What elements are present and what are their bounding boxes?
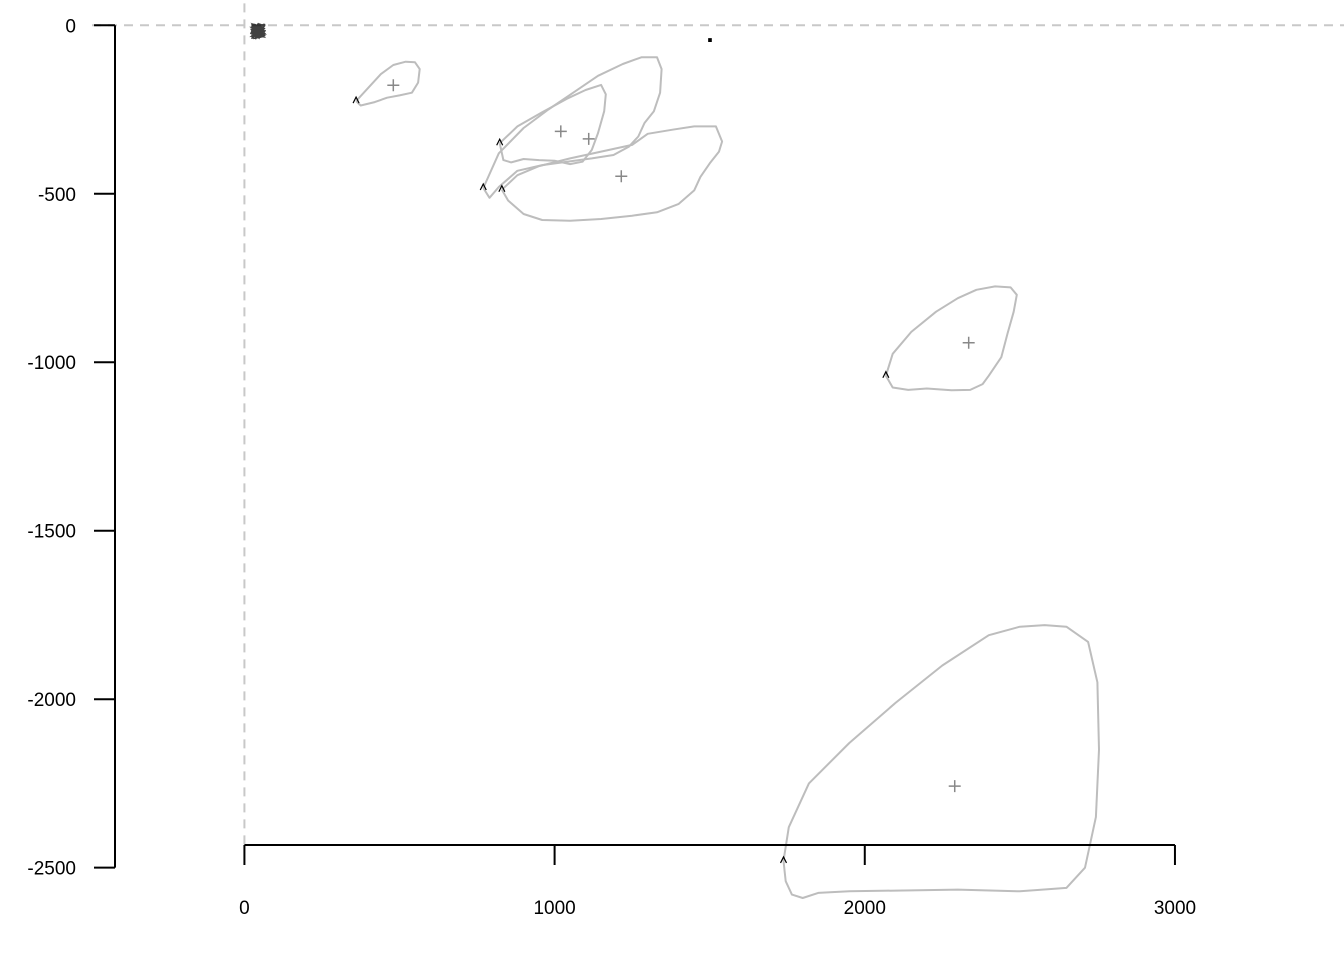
start-marker-2: [496, 137, 504, 146]
center-marker-3: [582, 132, 595, 145]
y-tick-label: -2000: [27, 690, 76, 711]
origin-cluster-path: [249, 22, 267, 41]
center-marker-5: [962, 336, 975, 349]
y-tick-label: 0: [65, 16, 76, 37]
trajectory-1: [355, 60, 421, 107]
y-tick-label: -1000: [27, 353, 76, 374]
center-marker-2: [554, 125, 567, 138]
origin-cluster: [249, 22, 267, 41]
x-axis: 0 1000 2000 3000: [239, 844, 1196, 919]
trajectory-3: [482, 56, 663, 199]
start-marker-1: [352, 95, 360, 104]
y-tick-label: -2500: [27, 859, 76, 880]
center-marker-4: [615, 170, 628, 183]
trajectory-4: [501, 125, 724, 222]
reference-lines: [92, 3, 1344, 850]
x-tick-label: 1000: [533, 898, 575, 919]
trajectory-6: [782, 624, 1100, 899]
trajectory-5: [884, 285, 1018, 392]
start-marker-5: [882, 370, 890, 378]
center-marker-1: [387, 79, 400, 92]
x-tick-label: 0: [239, 898, 250, 919]
start-marker-3: [479, 182, 487, 191]
start-marker-6: [779, 855, 788, 864]
trajectories: [352, 56, 1100, 899]
trajectory-2: [498, 83, 607, 166]
center-marker-6: [948, 780, 961, 793]
y-tick-label: -500: [38, 185, 76, 206]
x-tick-label: 3000: [1154, 898, 1196, 919]
chart-title: .: [706, 18, 713, 48]
y-tick-label: -1500: [27, 522, 76, 543]
y-axis: 0 -500 -1000 -1500 -2000 -2500: [27, 16, 116, 880]
start-marker-4: [498, 184, 506, 192]
x-tick-label: 2000: [844, 898, 886, 919]
